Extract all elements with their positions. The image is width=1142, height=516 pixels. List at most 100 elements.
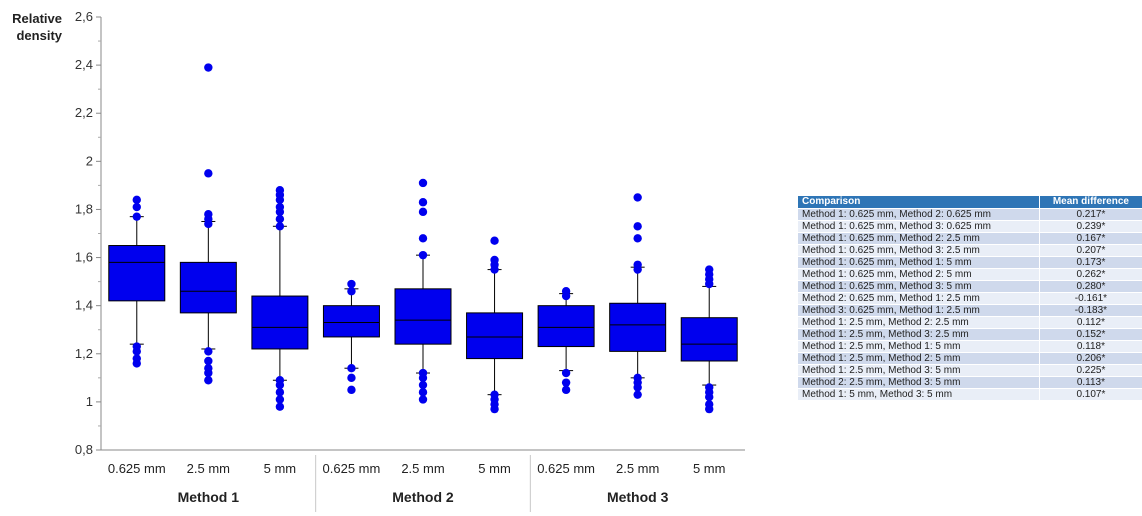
outlier-point xyxy=(132,354,141,363)
comparison-cell: Method 1: 0.625 mm, Method 1: 5 mm xyxy=(798,256,1040,269)
y-tick-label: 1,2 xyxy=(75,346,93,361)
box xyxy=(108,245,166,302)
comparison-cell: Method 1: 0.625 mm, Method 3: 2.5 mm xyxy=(798,244,1040,257)
outlier-point xyxy=(633,373,642,383)
outlier-point xyxy=(418,388,428,397)
outlier-point xyxy=(633,390,642,399)
outlier-point xyxy=(204,210,213,219)
outlier-point xyxy=(418,380,428,390)
outlier-point xyxy=(347,287,356,296)
outlier-point xyxy=(418,178,428,188)
table-row: Method 1: 0.625 mm, Method 1: 5 mm 0.173* xyxy=(798,256,1142,269)
mean-difference-cell: 0.225* xyxy=(1039,364,1142,377)
x-tick-label: 0.625 mm xyxy=(323,461,381,476)
table-row: Method 1: 5 mm, Method 3: 5 mm 0.107* xyxy=(798,388,1142,400)
outlier-point xyxy=(204,376,213,385)
mean-difference-cell: 0.152* xyxy=(1039,328,1142,341)
comparison-cell: Method 1: 0.625 mm, Method 2: 5 mm xyxy=(798,268,1040,281)
box xyxy=(609,302,667,352)
group-label: Method 1 xyxy=(178,489,240,505)
outlier-point xyxy=(204,63,213,72)
comparison-cell: Method 2: 0.625 mm, Method 1: 2.5 mm xyxy=(798,292,1040,305)
mean-difference-cell: 0.107* xyxy=(1039,388,1142,400)
outlier-point xyxy=(418,395,428,404)
mean-difference-cell: 0.217* xyxy=(1039,208,1142,221)
x-tick-label: 0.625 mm xyxy=(108,461,166,476)
outlier-point xyxy=(418,234,428,243)
outlier-point xyxy=(204,356,213,366)
table-row: Method 2: 0.625 mm, Method 1: 2.5 mm -0.1… xyxy=(798,292,1142,305)
outlier-point xyxy=(633,193,642,202)
y-tick-label: 2,2 xyxy=(75,105,93,120)
outlier-point xyxy=(347,279,356,289)
mean-difference-cell: -0.161* xyxy=(1039,292,1142,305)
y-tick-label: 2,4 xyxy=(75,57,93,72)
outlier-point xyxy=(275,222,285,231)
box xyxy=(251,295,309,350)
x-tick-label: 2.5 mm xyxy=(616,461,659,476)
comparison-cell: Method 1: 2.5 mm, Method 1: 5 mm xyxy=(798,340,1040,353)
table-body: Method 1: 0.625 mm, Method 2: 0.625 mm 0.… xyxy=(798,208,1142,400)
x-tick-label: 2.5 mm xyxy=(187,461,230,476)
comparison-cell: Method 1: 0.625 mm, Method 2: 2.5 mm xyxy=(798,232,1040,245)
outlier-point xyxy=(633,260,642,269)
comparison-table: Comparison Mean difference Method 1: 0.6… xyxy=(798,196,1142,400)
outlier-point xyxy=(561,287,571,296)
group-label: Method 2 xyxy=(392,489,454,505)
outlier-point xyxy=(275,395,285,404)
box xyxy=(322,305,380,338)
outlier-point xyxy=(561,378,571,387)
comparison-cell: Method 1: 0.625 mm, Method 2: 0.625 mm xyxy=(798,208,1040,221)
outlier-point xyxy=(633,222,642,231)
y-tick-label: 2 xyxy=(86,153,93,168)
x-tick-label: 5 mm xyxy=(693,461,726,476)
comparison-cell: Method 1: 0.625 mm, Method 3: 5 mm xyxy=(798,280,1040,293)
outlier-point xyxy=(418,250,428,260)
comparison-cell: Method 1: 2.5 mm, Method 3: 2.5 mm xyxy=(798,328,1040,341)
outlier-point xyxy=(132,202,141,212)
y-tick-label: 2,6 xyxy=(75,9,93,24)
header-mean-difference: Mean difference xyxy=(1039,196,1142,209)
y-axis-label: Relative density xyxy=(12,11,62,43)
x-tick-label: 5 mm xyxy=(478,461,511,476)
outlier-point xyxy=(490,236,499,245)
table-row: Method 2: 2.5 mm, Method 3: 5 mm 0.113* xyxy=(798,376,1142,389)
y-tick-label: 1 xyxy=(86,394,93,409)
table-row: Method 1: 2.5 mm, Method 3: 2.5 mm 0.152* xyxy=(798,328,1142,341)
table-row: Method 3: 0.625 mm, Method 1: 2.5 mm -0.1… xyxy=(798,304,1142,317)
table-row: Method 1: 0.625 mm, Method 2: 0.625 mm 0.… xyxy=(798,208,1142,221)
outlier-point xyxy=(347,385,356,395)
outlier-point xyxy=(132,195,141,205)
mean-difference-cell: 0.173* xyxy=(1039,256,1142,269)
comparison-cell: Method 1: 2.5 mm, Method 3: 5 mm xyxy=(798,364,1040,377)
box xyxy=(537,305,595,348)
table-row: Method 1: 0.625 mm, Method 3: 5 mm 0.280* xyxy=(798,280,1142,293)
comparison-cell: Method 1: 5 mm, Method 3: 5 mm xyxy=(798,388,1040,400)
comparison-cell: Method 1: 2.5 mm, Method 2: 2.5 mm xyxy=(798,316,1040,329)
group-label: Method 3 xyxy=(607,489,669,505)
table-row: Method 1: 0.625 mm, Method 2: 2.5 mm 0.16… xyxy=(798,232,1142,245)
table-row: Method 1: 0.625 mm, Method 3: 0.625 mm 0.… xyxy=(798,220,1142,233)
table-row: Method 1: 0.625 mm, Method 3: 2.5 mm 0.20… xyxy=(798,244,1142,257)
header-comparison: Comparison xyxy=(798,196,1040,209)
outlier-point xyxy=(132,212,141,221)
outlier-point xyxy=(705,383,714,392)
mean-difference-cell: 0.239* xyxy=(1039,220,1142,233)
mean-difference-cell: 0.118* xyxy=(1039,340,1142,353)
table-row: Method 1: 2.5 mm, Method 1: 5 mm 0.118* xyxy=(798,340,1142,353)
outlier-point xyxy=(204,169,213,178)
comparison-cell: Method 3: 0.625 mm, Method 1: 2.5 mm xyxy=(798,304,1040,317)
outlier-point xyxy=(132,342,141,351)
x-tick-label: 0.625 mm xyxy=(537,461,595,476)
comparison-cell: Method 1: 2.5 mm, Method 2: 5 mm xyxy=(798,352,1040,365)
y-tick-label: 1,4 xyxy=(75,298,93,313)
table-row: Method 1: 2.5 mm, Method 2: 2.5 mm 0.112* xyxy=(798,316,1142,329)
outlier-point xyxy=(275,376,285,385)
outlier-point xyxy=(347,373,356,383)
mean-difference-cell: 0.113* xyxy=(1039,376,1142,389)
mean-difference-cell: 0.167* xyxy=(1039,232,1142,245)
outlier-point xyxy=(705,265,714,274)
outlier-point xyxy=(418,207,428,217)
x-tick-label: 2.5 mm xyxy=(401,461,444,476)
outlier-point xyxy=(561,368,571,378)
